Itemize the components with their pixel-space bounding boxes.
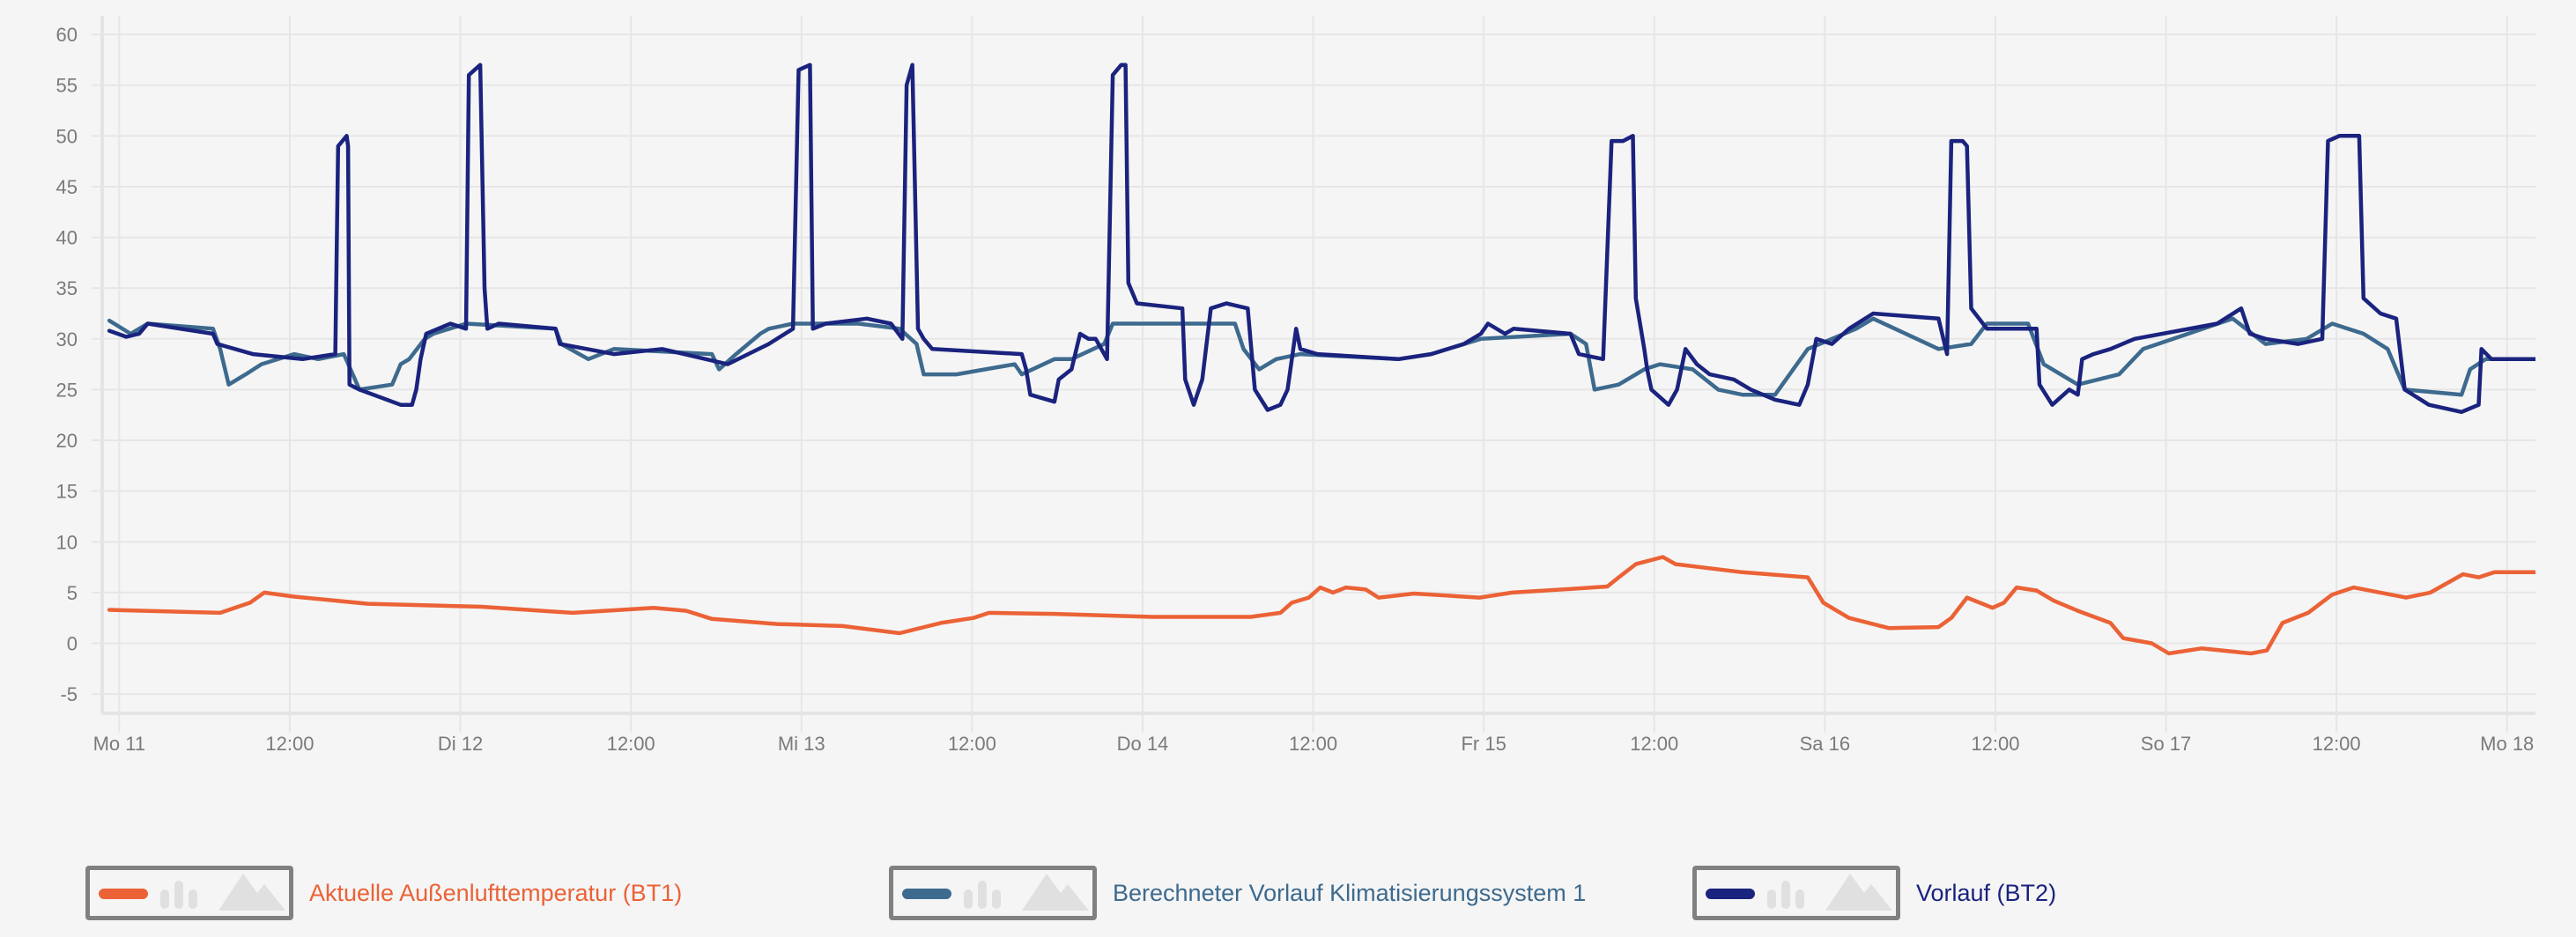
line-icon bbox=[902, 889, 951, 899]
legend-label: Vorlauf (BT2) bbox=[1916, 879, 2057, 906]
y-tick-label: 50 bbox=[56, 125, 78, 147]
x-tick-label: 12:00 bbox=[265, 733, 314, 755]
y-tick-label: 25 bbox=[56, 379, 78, 401]
series-lines bbox=[107, 63, 2535, 656]
x-tick-label: So 17 bbox=[2141, 733, 2192, 755]
x-tick-label: 12:00 bbox=[1630, 733, 1678, 755]
area-icon bbox=[1825, 874, 1892, 911]
bar-icon bbox=[992, 889, 1001, 909]
x-tick-label: Mi 13 bbox=[778, 733, 825, 755]
legend-item-outdoor-temp[interactable]: Aktuelle Außenlufttemperatur (BT1) bbox=[85, 866, 682, 920]
x-tick-label: 12:00 bbox=[1289, 733, 1337, 755]
y-tick-label: 20 bbox=[56, 430, 78, 452]
y-tick-label: 10 bbox=[56, 531, 78, 553]
y-tick-label: 40 bbox=[56, 227, 78, 249]
x-axis: Mo 11 12:00 Di 12 12:00 Mi 13 12:00 Do 14 12:00… bbox=[93, 733, 2535, 755]
y-tick-label: 0 bbox=[67, 632, 78, 654]
area-icon bbox=[218, 874, 285, 911]
series-type-toggle[interactable] bbox=[1692, 866, 1900, 920]
legend-label: Berechneter Vorlauf Klimatisierungssyste… bbox=[1113, 879, 1587, 906]
x-tick-label: 12:00 bbox=[948, 733, 996, 755]
grid bbox=[92, 16, 2535, 733]
x-tick-label: Sa 16 bbox=[1800, 733, 1851, 755]
line-icon bbox=[99, 889, 148, 899]
legend-item-flow-bt2[interactable]: Vorlauf (BT2) bbox=[1692, 866, 2056, 920]
bar-icon bbox=[1767, 889, 1776, 909]
bar-icon bbox=[189, 889, 197, 909]
y-tick-label: -5 bbox=[60, 683, 78, 705]
bar-icon bbox=[964, 889, 973, 909]
series-type-toggle[interactable] bbox=[889, 866, 1097, 920]
y-tick-label: 5 bbox=[67, 582, 78, 604]
y-tick-label: 35 bbox=[56, 277, 78, 299]
y-tick-label: 30 bbox=[56, 328, 78, 350]
y-tick-label: 45 bbox=[56, 176, 78, 198]
x-tick-label: 12:00 bbox=[2313, 733, 2361, 755]
legend-label: Aktuelle Außenlufttemperatur (BT1) bbox=[309, 879, 683, 906]
x-tick-label: Mo 11 bbox=[93, 733, 146, 755]
legend-item-calculated-flow[interactable]: Berechneter Vorlauf Klimatisierungssyste… bbox=[889, 866, 1586, 920]
x-tick-label: Do 14 bbox=[1117, 733, 1169, 755]
bar-icon bbox=[160, 889, 169, 909]
series-type-toggle[interactable] bbox=[85, 866, 293, 920]
y-tick-label: 15 bbox=[56, 481, 78, 503]
series-line-0 bbox=[107, 555, 2535, 656]
x-tick-label: 12:00 bbox=[607, 733, 655, 755]
y-tick-label: 60 bbox=[56, 24, 78, 46]
y-tick-label: 55 bbox=[56, 75, 78, 97]
x-tick-label: Mo 18 bbox=[2480, 733, 2534, 755]
x-tick-label: Fr 15 bbox=[1461, 733, 1506, 755]
bar-icon bbox=[1795, 889, 1804, 909]
line-chart: -5 0 5 10 15 20 25 30 35 40 45 50 55 60 Mo 11 12:00 Di … bbox=[56, 16, 2535, 755]
area-icon bbox=[1022, 874, 1089, 911]
bar-icon bbox=[1781, 881, 1790, 909]
x-tick-label: Di 12 bbox=[438, 733, 483, 755]
series-line-2 bbox=[107, 63, 2535, 415]
series-line-1 bbox=[107, 316, 2535, 397]
y-axis: -5 0 5 10 15 20 25 30 35 40 45 50 55 60 bbox=[56, 24, 78, 705]
bar-icon bbox=[174, 881, 183, 909]
line-icon bbox=[1706, 889, 1755, 899]
bar-icon bbox=[978, 881, 987, 909]
x-tick-label: 12:00 bbox=[1971, 733, 2019, 755]
